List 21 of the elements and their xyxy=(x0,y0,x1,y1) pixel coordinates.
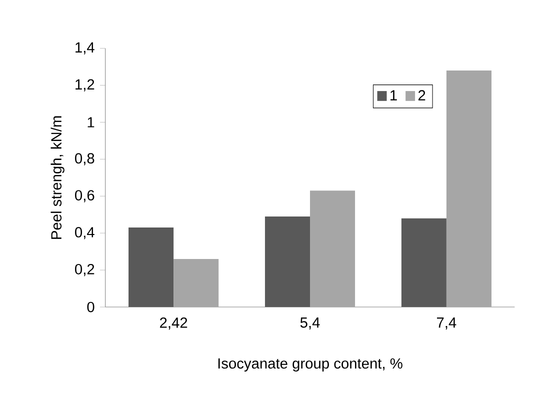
legend-label: 2 xyxy=(418,90,426,100)
bar xyxy=(310,190,356,308)
bar xyxy=(401,218,446,308)
y-tick-label: 0 xyxy=(87,302,94,312)
y-tick-label: 0,2 xyxy=(75,264,94,276)
bar xyxy=(446,70,492,308)
bar xyxy=(264,216,310,308)
y-tick-label: 0,8 xyxy=(75,153,94,166)
x-tick-label: 2,42 xyxy=(160,318,188,330)
bar xyxy=(174,258,219,308)
y-tick-label: 1 xyxy=(88,117,94,128)
legend-label: 1 xyxy=(390,90,397,100)
x-tick-label: 7,4 xyxy=(437,318,456,330)
y-tick-label: 0,4 xyxy=(75,227,94,240)
y-tick-label: 1,2 xyxy=(76,79,94,92)
y-tick-label: 1,4 xyxy=(76,42,94,54)
y-tick-label: 0,6 xyxy=(75,190,94,202)
bar xyxy=(128,228,174,308)
x-tick-label: 5,4 xyxy=(300,318,320,330)
x-axis-title: Isocyanate group content, % xyxy=(218,358,402,372)
y-axis-title: Peel strengh, kN/m xyxy=(50,116,64,239)
